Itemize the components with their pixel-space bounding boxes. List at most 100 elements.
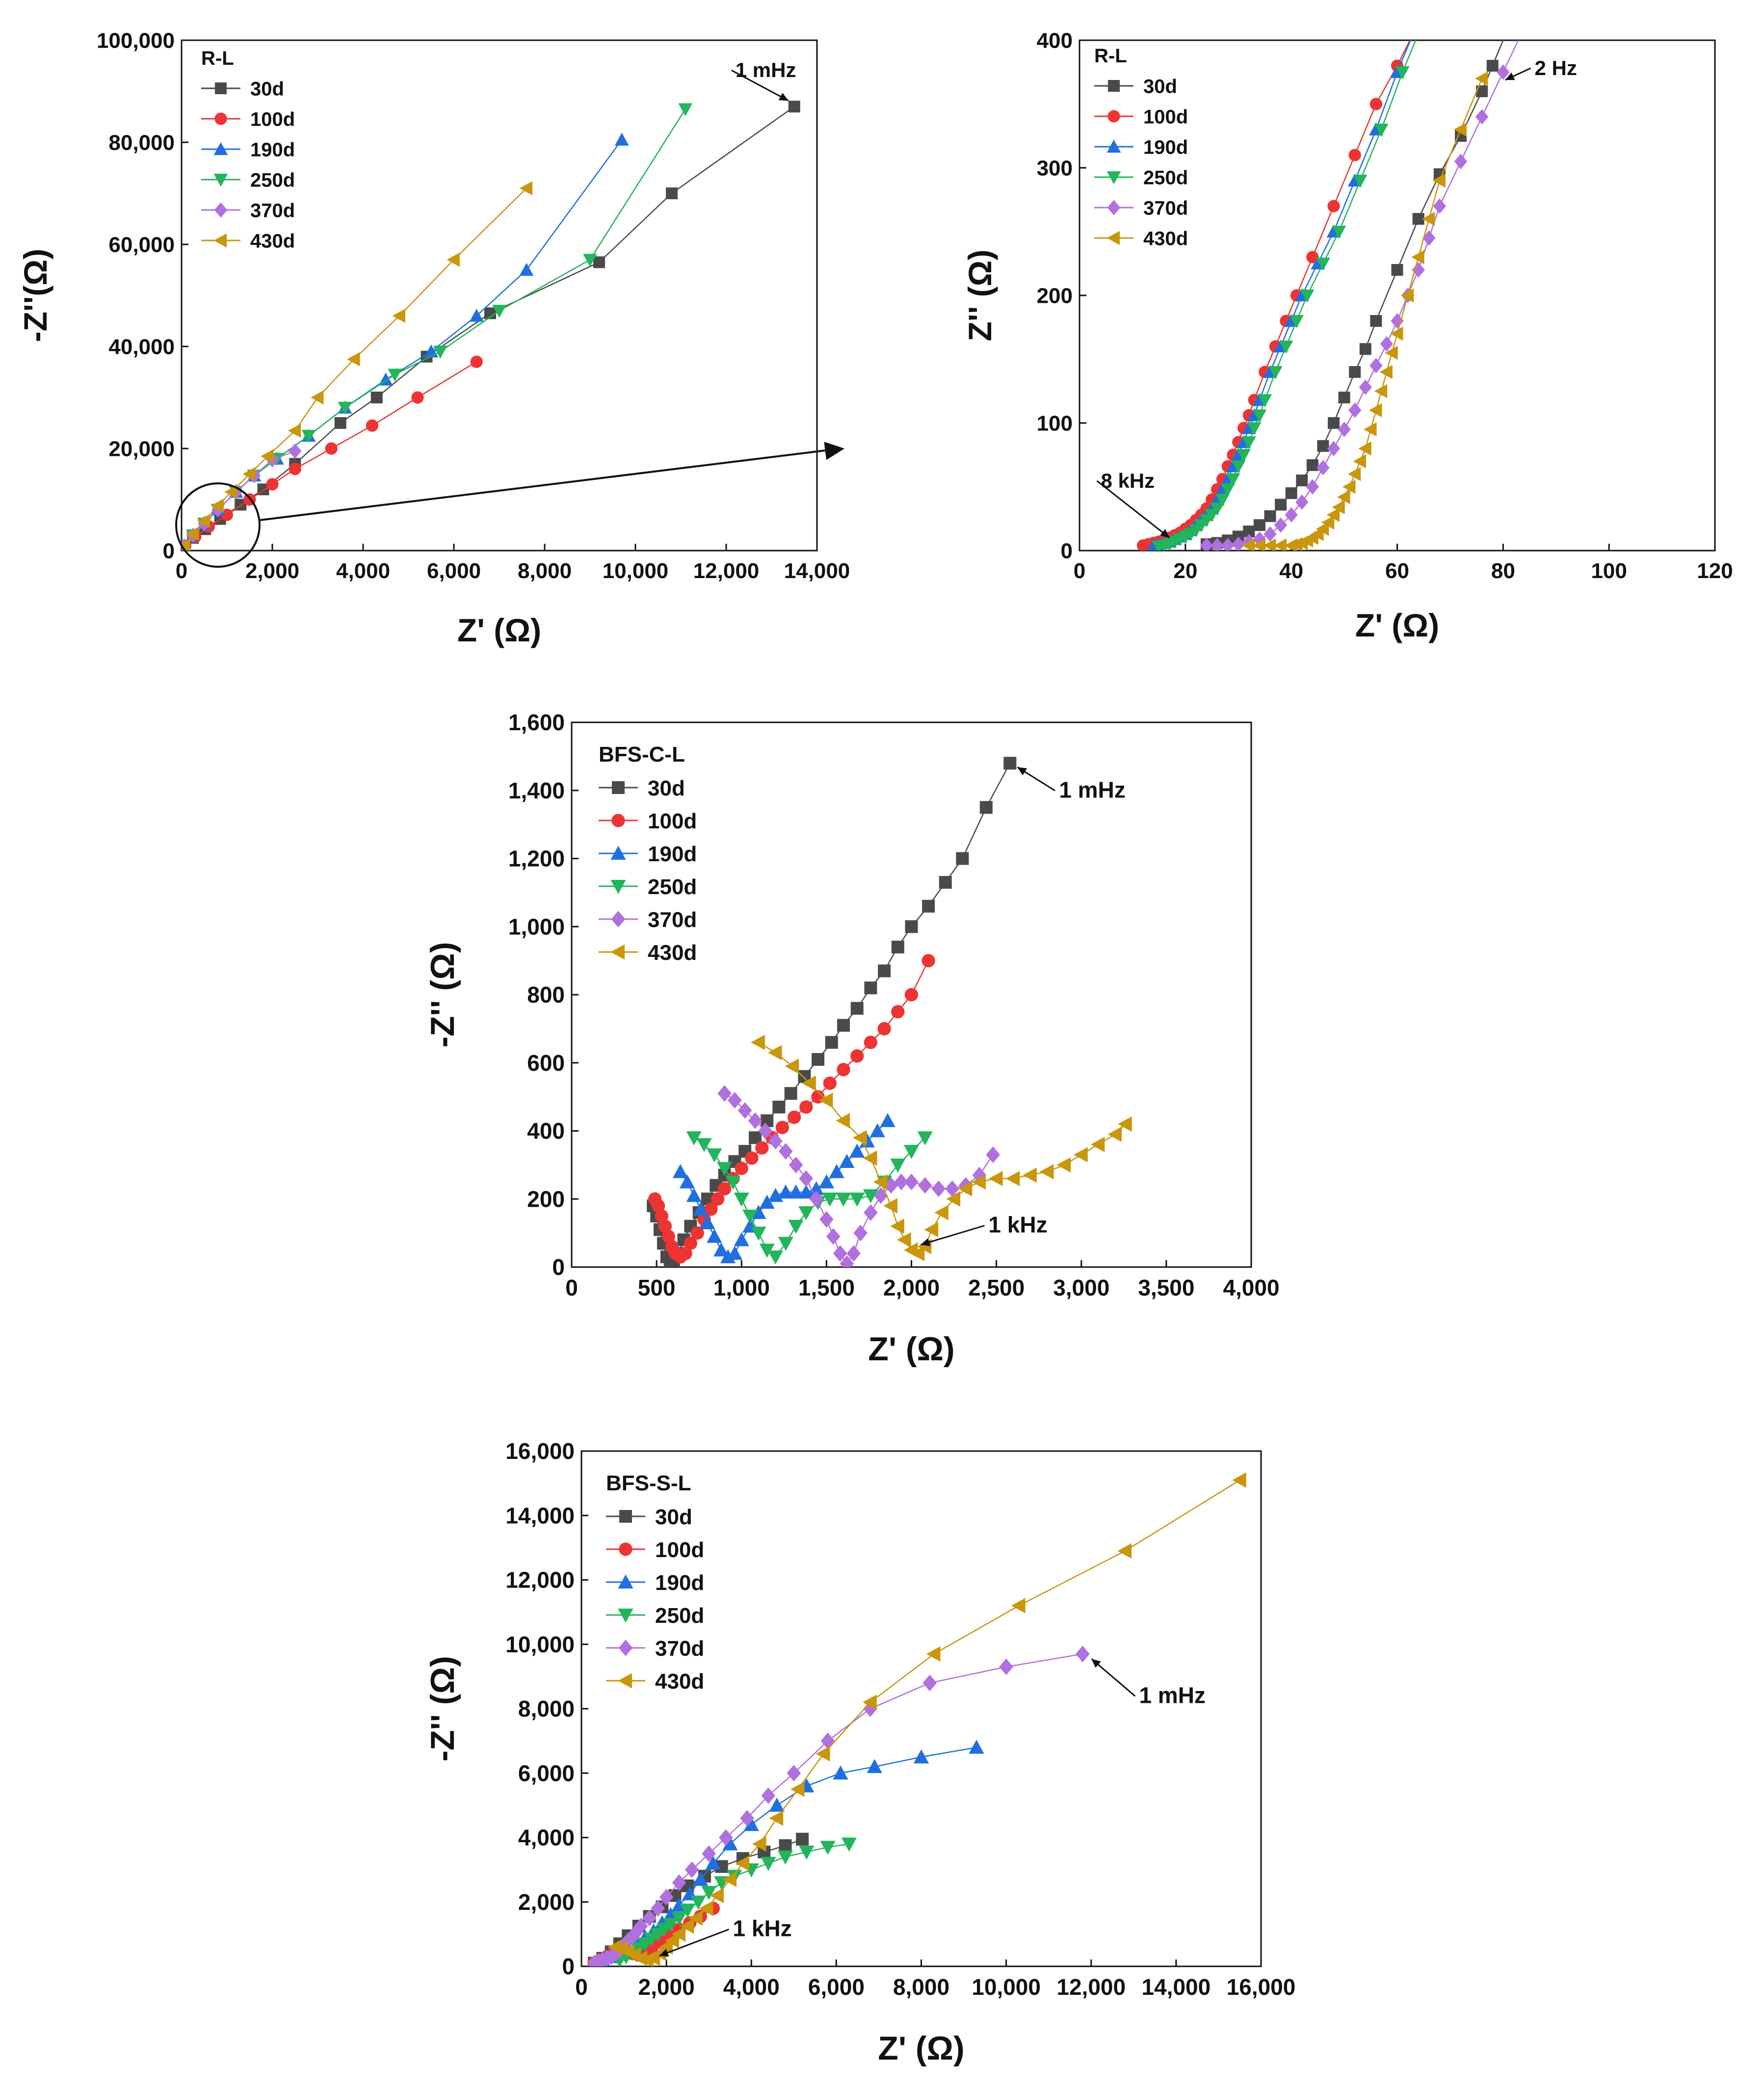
legend-label-100d: 100d	[648, 809, 697, 833]
y-tick-label: 0	[163, 539, 175, 563]
legend-label-190d: 190d	[655, 1571, 704, 1595]
data-point-100d	[745, 1151, 759, 1165]
data-point-430d	[1252, 538, 1265, 551]
data-point-370d	[864, 1204, 878, 1221]
data-point-190d	[663, 1907, 679, 1921]
legend-marker-30d	[612, 781, 625, 794]
data-point-370d	[1327, 441, 1341, 456]
data-point-30d	[1003, 757, 1017, 770]
data-point-100d	[775, 1120, 789, 1135]
data-point-250d	[301, 430, 316, 443]
legend-label-190d: 190d	[1143, 136, 1188, 158]
data-point-370d	[1369, 358, 1383, 373]
data-point-30d	[922, 900, 935, 913]
data-point-100d	[704, 1202, 718, 1216]
data-point-430d	[972, 1174, 986, 1190]
data-point-370d	[289, 443, 302, 459]
chart-panel-rl-zoom: 0 20 40 60 80 100 120 0 100 200 300 400 Z' (Ω) Z'' (Ω…	[962, 28, 1733, 643]
data-point-100d	[904, 988, 919, 1002]
data-point-430d	[958, 1181, 973, 1197]
data-point-100d	[411, 391, 424, 404]
data-point-430d	[1422, 212, 1435, 226]
x-tick-label: 2,000	[245, 559, 299, 583]
data-point-430d	[926, 1646, 941, 1662]
data-point-370d	[999, 1658, 1013, 1675]
legend-marker-100d	[214, 112, 227, 125]
data-point-100d	[651, 1199, 665, 1213]
data-point-250d	[1258, 394, 1272, 407]
y-tick-label: 0	[562, 1954, 575, 1979]
data-point-190d	[759, 1194, 775, 1209]
data-point-30d	[837, 1019, 850, 1032]
data-point-30d	[772, 1100, 786, 1113]
data-point-370d	[826, 1228, 841, 1245]
data-point-190d	[839, 1154, 855, 1168]
data-point-250d	[849, 1192, 865, 1207]
data-point-430d	[1342, 479, 1356, 494]
data-point-250d	[742, 1209, 758, 1224]
data-point-370d	[748, 1112, 763, 1129]
data-point-30d	[850, 1002, 864, 1015]
data-point-190d	[833, 1765, 848, 1780]
data-point-100d	[661, 1229, 676, 1244]
legend-label-30d: 30d	[648, 776, 685, 800]
annotation-arrowhead	[659, 1949, 669, 1957]
data-point-430d	[1385, 345, 1398, 360]
data-point-370d	[672, 1874, 686, 1891]
data-point-370d	[633, 1918, 648, 1934]
data-point-370d	[986, 1146, 1000, 1163]
data-point-250d	[1316, 258, 1330, 271]
data-point-30d	[1306, 459, 1318, 471]
data-point-430d	[769, 1810, 784, 1826]
data-point-250d	[1231, 460, 1246, 474]
data-point-100d	[289, 463, 301, 476]
data-point-100d	[1348, 149, 1361, 161]
y-tick-label: 1,600	[508, 710, 565, 735]
data-point-370d	[922, 1674, 937, 1692]
data-point-250d	[903, 1145, 920, 1159]
data-point-430d	[890, 1218, 904, 1234]
data-point-100d	[679, 1246, 692, 1260]
data-point-250d	[863, 1189, 878, 1203]
data-point-370d	[931, 1180, 946, 1197]
data-point-370d	[1076, 1645, 1090, 1663]
data-point-430d	[1379, 365, 1393, 379]
legend-marker-430d	[618, 1673, 632, 1689]
data-point-250d	[1252, 409, 1267, 423]
legend: R-L 30d 100d 190d 250d 370d 430d	[201, 48, 295, 252]
data-point-190d	[788, 1184, 804, 1199]
data-point-430d	[1118, 1116, 1132, 1132]
data-point-190d	[829, 1164, 844, 1178]
data-point-30d	[1370, 315, 1382, 327]
y-axis-label: -Z''(Ω)	[17, 249, 53, 343]
data-point-100d	[864, 1035, 878, 1049]
data-point-430d	[261, 449, 274, 463]
x-tick-label: 12,000	[1056, 1974, 1126, 2000]
y-tick-label: 600	[527, 1050, 565, 1076]
annotation-arrowhead	[1091, 1659, 1101, 1668]
data-point-430d	[1326, 507, 1340, 522]
legend-marker-190d	[618, 1574, 633, 1588]
data-point-30d	[1328, 417, 1340, 429]
legend-marker-430d	[213, 233, 227, 248]
data-point-250d	[836, 1192, 851, 1207]
data-point-190d	[692, 1872, 708, 1886]
annotation-arrow	[1096, 480, 1170, 538]
annotation-label: 1 mHz	[1059, 777, 1125, 802]
data-point-430d	[688, 1910, 703, 1926]
data-point-190d	[693, 1201, 709, 1216]
y-tick-label: 1,000	[508, 914, 565, 939]
data-point-370d	[840, 1255, 854, 1267]
data-point-190d	[751, 1205, 766, 1219]
legend-title: BFS-C-L	[599, 742, 685, 767]
y-tick-label: 20,000	[108, 437, 175, 461]
data-point-250d	[820, 1841, 836, 1855]
data-point-100d	[787, 1111, 801, 1124]
x-tick-label: 6,000	[808, 1974, 865, 2000]
data-point-250d	[759, 1244, 775, 1258]
legend-marker-370d	[214, 202, 228, 218]
y-tick-label: 100,000	[97, 28, 175, 53]
data-point-370d	[1475, 109, 1489, 125]
data-point-30d	[334, 417, 346, 429]
y-tick-label: 16,000	[505, 1438, 575, 1464]
